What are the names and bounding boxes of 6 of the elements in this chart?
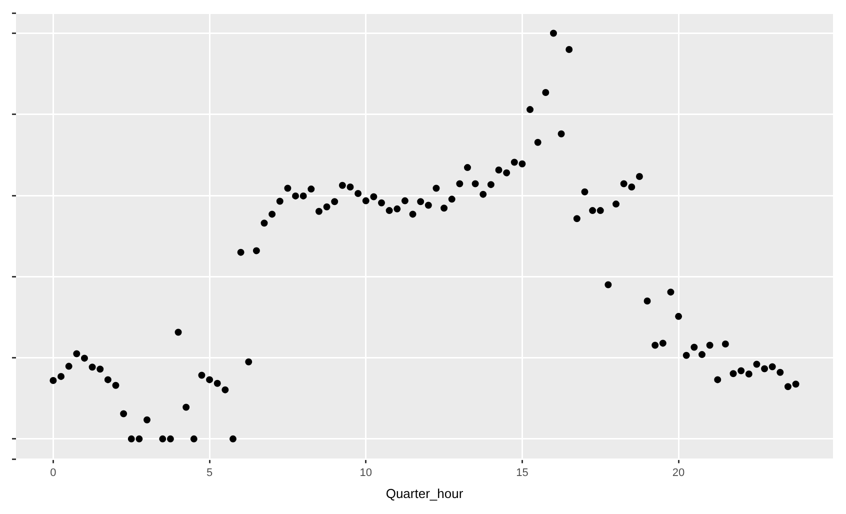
x-tick-label: 15 bbox=[516, 466, 528, 479]
x-axis-title: Quarter_hour bbox=[386, 486, 464, 501]
x-tick-label: 5 bbox=[206, 466, 213, 479]
x-tick-label: 0 bbox=[50, 466, 56, 479]
x-tick-label: 20 bbox=[672, 466, 685, 479]
x-tick-label: 10 bbox=[360, 466, 372, 479]
